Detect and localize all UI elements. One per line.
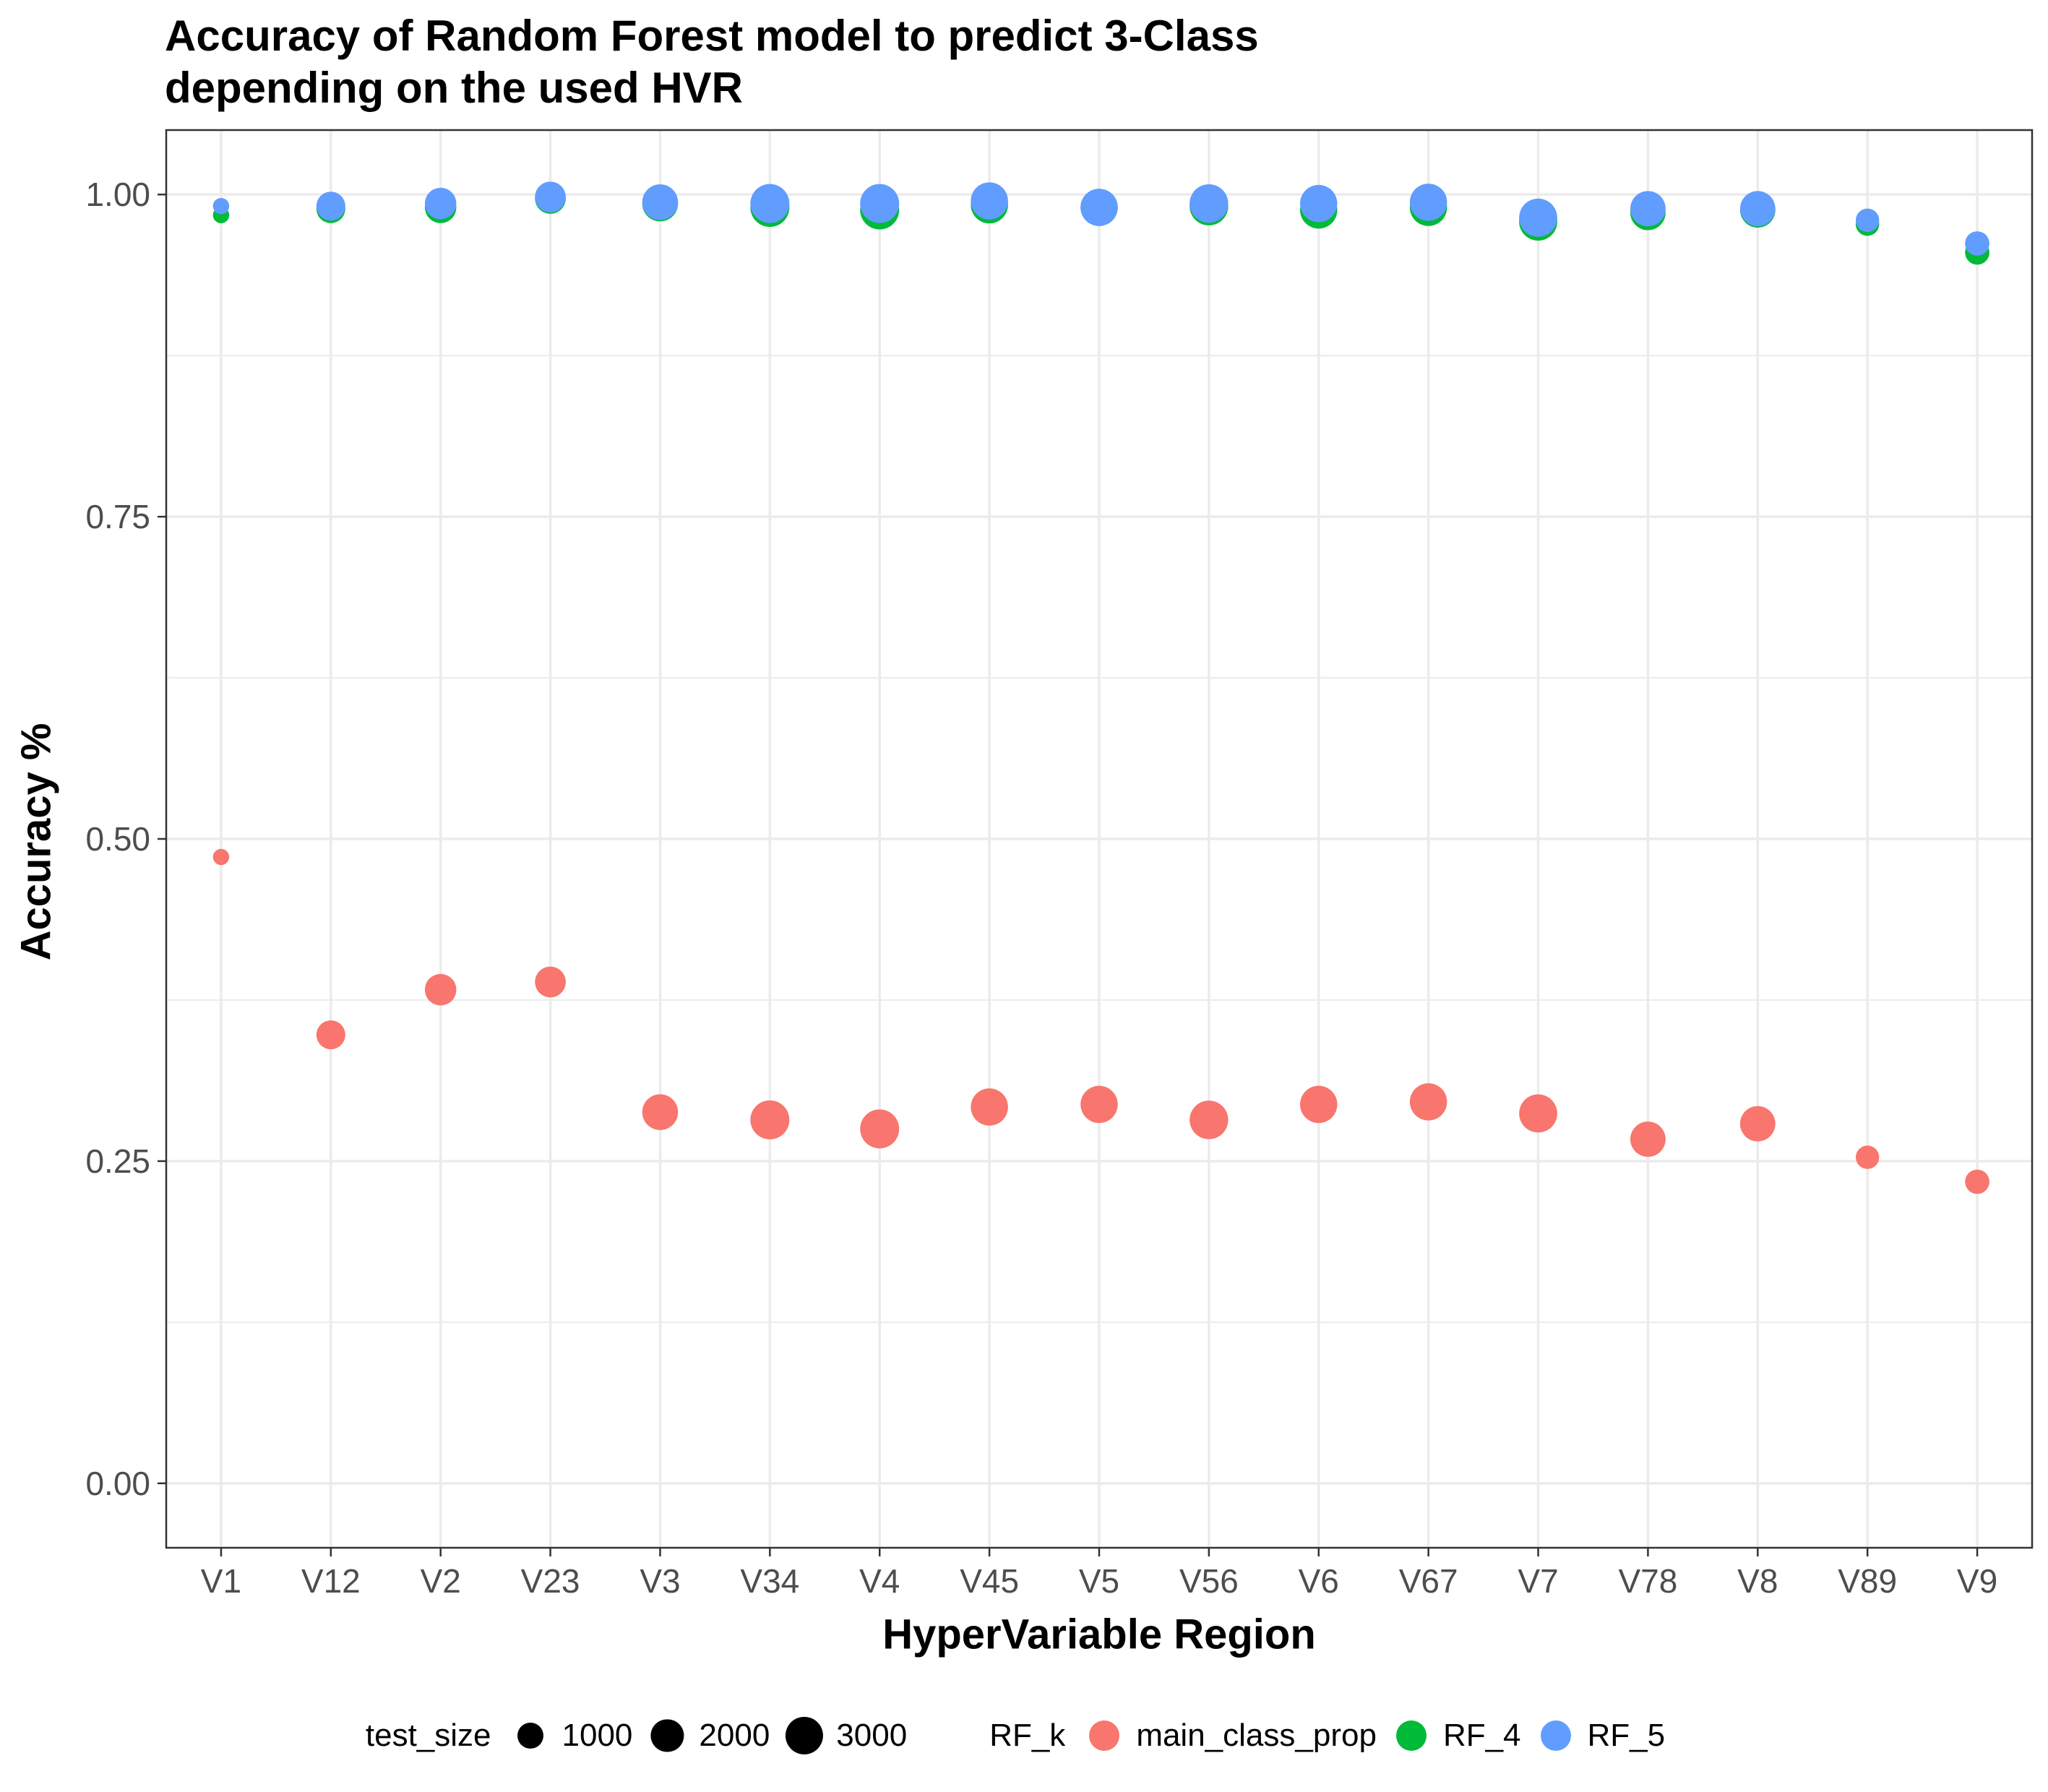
color-legend-label: main_class_prop: [1136, 1718, 1377, 1753]
size-legend-key: [650, 1718, 684, 1753]
y-tick-labels: 0.00 0.25 0.50 0.75 1.00: [85, 176, 150, 1502]
x-tick-label: V9: [1957, 1562, 1997, 1600]
x-tick-label: V67: [1399, 1562, 1458, 1600]
y-tick-label: 0.25: [85, 1142, 150, 1180]
x-tick-label: V8: [1737, 1562, 1778, 1600]
color-legend-dot: [1089, 1720, 1120, 1751]
point-main-class-prop-v78: [1630, 1121, 1666, 1157]
y-tick-label: 1.00: [85, 176, 150, 213]
color-legend-key: [1087, 1718, 1122, 1753]
size-legend-label: 2000: [699, 1718, 770, 1753]
point-main-class-prop-v8: [1739, 1106, 1776, 1142]
color-legend-title: RF_k: [989, 1718, 1066, 1753]
point-rf-5-v34: [750, 184, 790, 223]
point-main-class-prop-v3: [642, 1094, 679, 1130]
point-rf-5-v45: [971, 182, 1008, 220]
point-main-class-prop-v1: [212, 848, 230, 866]
y-tick-label: 0.75: [85, 498, 150, 535]
legend: test_size 1000 2000 3000 RF_k main_class_p…: [0, 1710, 2048, 1762]
point-rf-5-v89: [1855, 208, 1880, 233]
point-rf-5-v8: [1739, 191, 1776, 227]
x-tick-label: V45: [960, 1562, 1019, 1600]
size-legend-dot: [517, 1722, 543, 1749]
size-legend-label: 3000: [836, 1718, 908, 1753]
point-main-class-prop-v67: [1409, 1083, 1447, 1121]
color-legend-item: RF_4: [1394, 1718, 1521, 1754]
color-legend-key: [1539, 1718, 1573, 1753]
x-axis-title: HyperVariable Region: [882, 1611, 1316, 1658]
chart-title: Accuracy of Random Forest model to predi…: [165, 10, 1259, 114]
color-legend-item: main_class_prop: [1087, 1718, 1377, 1754]
color-legend-dot: [1540, 1720, 1571, 1751]
x-tick-label: V6: [1299, 1562, 1339, 1600]
size-legend-title: test_size: [365, 1718, 491, 1753]
chart-title-line-2: depending on the used HVR: [165, 64, 744, 112]
color-legend-dot: [1395, 1720, 1427, 1751]
point-rf-5-v2: [424, 187, 457, 220]
size-legend-key: [786, 1716, 824, 1755]
point-main-class-prop-v34: [750, 1100, 790, 1140]
y-tick-label: 0.50: [85, 820, 150, 858]
axis-ticks: [158, 193, 1979, 1556]
grid-major: [166, 130, 2032, 1548]
point-main-class-prop-v5: [1080, 1085, 1118, 1124]
size-legend-label: 1000: [562, 1718, 633, 1753]
point-main-class-prop-v56: [1189, 1100, 1229, 1140]
point-main-class-prop-v89: [1855, 1145, 1880, 1169]
point-main-class-prop-v7: [1519, 1094, 1557, 1133]
color-legend: RF_k main_class_prop RF_4 RF_5: [989, 1718, 1682, 1754]
point-main-class-prop-v2: [424, 973, 457, 1006]
x-tick-label: V23: [521, 1562, 580, 1600]
x-tick-label: V1: [201, 1562, 241, 1600]
point-rf-5-v6: [1300, 184, 1338, 223]
x-tick-label: V5: [1079, 1562, 1119, 1600]
point-rf-5-v56: [1189, 184, 1229, 223]
x-tick-labels: V1 V12 V2 V23 V3 V34 V4 V45 V5 V56 V6 V67 V7 V78 V8 V89…: [201, 1562, 1997, 1600]
point-main-class-prop-v9: [1965, 1169, 1989, 1194]
x-tick-label: V56: [1179, 1562, 1239, 1600]
point-rf-5-v7: [1519, 198, 1557, 237]
color-legend-label: RF_4: [1442, 1718, 1521, 1753]
point-rf-5-v9: [1965, 231, 1989, 256]
x-tick-label: V89: [1838, 1562, 1897, 1600]
color-legend-key: [1394, 1718, 1429, 1753]
color-legend-label: RF_5: [1587, 1718, 1666, 1753]
data-points: [212, 181, 1989, 1194]
point-rf-5-v3: [642, 184, 679, 220]
point-main-class-prop-v6: [1300, 1085, 1338, 1124]
x-tick-label: V7: [1518, 1562, 1558, 1600]
point-main-class-prop-v12: [316, 1020, 345, 1050]
x-tick-label: V12: [301, 1562, 361, 1600]
size-legend-item: 1000: [513, 1718, 633, 1754]
point-rf-5-v67: [1409, 184, 1447, 221]
size-legend-key: [513, 1718, 548, 1753]
point-rf-5-v78: [1630, 191, 1666, 227]
size-legend-item: 3000: [786, 1716, 908, 1755]
point-main-class-prop-v23: [535, 966, 566, 998]
x-tick-label: V34: [740, 1562, 799, 1600]
point-main-class-prop-v4: [860, 1109, 900, 1149]
point-rf-5-v23: [535, 181, 566, 213]
point-rf-5-v4: [860, 184, 900, 223]
chart-title-line-1: Accuracy of Random Forest model to predi…: [165, 12, 1259, 60]
point-rf-5-v5: [1080, 189, 1118, 226]
y-tick-label: 0.00: [85, 1465, 150, 1502]
point-rf-5-v12: [316, 191, 345, 221]
y-axis-title: Accuracy %: [12, 723, 60, 961]
size-legend-dot: [650, 1719, 684, 1752]
x-tick-label: V2: [421, 1562, 461, 1600]
size-legend-item: 2000: [650, 1718, 770, 1754]
x-tick-label: V3: [640, 1562, 680, 1600]
color-legend-item: RF_5: [1539, 1718, 1666, 1754]
size-legend-dot: [786, 1716, 824, 1755]
x-tick-label: V78: [1618, 1562, 1677, 1600]
point-main-class-prop-v45: [971, 1088, 1008, 1126]
size-legend: test_size 1000 2000 3000: [365, 1716, 924, 1755]
x-tick-label: V4: [859, 1562, 900, 1600]
point-rf-5-v1: [212, 197, 230, 215]
